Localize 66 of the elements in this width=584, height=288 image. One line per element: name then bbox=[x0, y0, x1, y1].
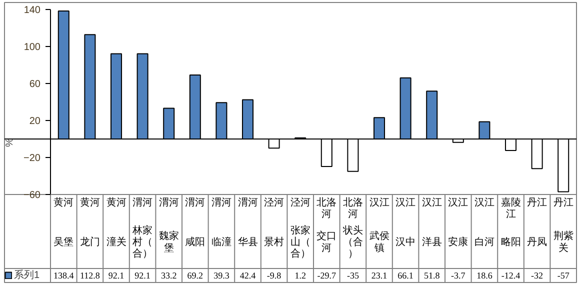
text: 渭河 bbox=[238, 196, 258, 208]
data-label: -29.7 bbox=[317, 270, 337, 280]
data-label: 1.2 bbox=[294, 270, 306, 280]
data-label: 92.1 bbox=[108, 270, 124, 280]
text: 北洛河 bbox=[316, 196, 337, 220]
legend-label: 系列1 bbox=[14, 268, 40, 282]
text: 黄河 bbox=[106, 196, 126, 208]
x-tick-label: 咸阳 bbox=[185, 236, 206, 248]
text: 汉江 bbox=[422, 196, 442, 208]
text: 泾河 bbox=[264, 196, 284, 208]
x-tick-label: 状头（合） bbox=[342, 224, 363, 260]
x-tick-label: 白河 bbox=[474, 236, 494, 248]
x-tick-label: 林家村（合） bbox=[132, 224, 153, 260]
text: 黄河 bbox=[54, 196, 74, 208]
x-tick-label: 魏家堡 bbox=[158, 230, 179, 254]
text: 渭河 bbox=[211, 196, 232, 208]
text: 黄河 bbox=[80, 196, 100, 208]
text: 渭河 bbox=[158, 196, 179, 208]
x-tick-label: 安康 bbox=[448, 236, 468, 248]
data-label: -57 bbox=[557, 270, 570, 280]
data-label: 66.1 bbox=[398, 270, 414, 280]
x-tick-label: 洋县 bbox=[422, 236, 442, 248]
data-label: -9.8 bbox=[266, 270, 282, 280]
y-tick-label: 140 bbox=[24, 5, 41, 16]
x-tick-label: 潼关 bbox=[106, 236, 126, 248]
data-label: 138.4 bbox=[54, 270, 74, 280]
data-label: 69.2 bbox=[187, 270, 204, 280]
data-label: 33.2 bbox=[160, 270, 177, 280]
text: 汉江 bbox=[396, 196, 416, 208]
x-tick-label: 临潼 bbox=[211, 236, 232, 248]
data-label: -35 bbox=[346, 270, 360, 280]
text: 渭河 bbox=[185, 196, 206, 208]
x-tick-label: 武侯镇 bbox=[369, 230, 390, 254]
data-label: 92.1 bbox=[134, 270, 150, 280]
x-tick-label: 景村 bbox=[264, 236, 284, 248]
y-tick-label: 100 bbox=[24, 42, 41, 53]
x-tick-label: 汉中 bbox=[396, 236, 416, 248]
x-tick-label: 张家山（合） bbox=[290, 224, 310, 260]
text: 汉江 bbox=[448, 196, 468, 208]
text: 渭河 bbox=[132, 196, 153, 208]
text: 嘉陵江 bbox=[500, 196, 521, 220]
text: 丹江 bbox=[527, 196, 548, 208]
y-tick-label: 20 bbox=[29, 116, 41, 127]
text: 汉江 bbox=[369, 196, 390, 208]
y-tick-label: −20 bbox=[24, 153, 41, 164]
data-label: 23.1 bbox=[371, 270, 388, 280]
data-label: 42.4 bbox=[240, 270, 256, 280]
text: 泾河 bbox=[290, 196, 310, 208]
x-tick-label: 略阳 bbox=[500, 237, 521, 248]
text: 丹江 bbox=[553, 196, 574, 208]
data-label: 112.8 bbox=[80, 270, 100, 280]
data-label: -12.4 bbox=[501, 270, 521, 280]
x-tick-label: 龙门 bbox=[80, 236, 100, 248]
data-label: 51.8 bbox=[424, 270, 440, 280]
x-tick-label: 荆紫关 bbox=[553, 230, 574, 254]
y-tick-label: 60 bbox=[29, 79, 41, 90]
x-tick-label: 吴堡 bbox=[54, 237, 74, 248]
data-label: -3.7 bbox=[451, 270, 466, 280]
x-tick-label: 华县 bbox=[238, 236, 258, 248]
text: 北洛河 bbox=[342, 196, 363, 220]
x-tick-label: 丹凤 bbox=[527, 237, 548, 248]
data-label: 39.3 bbox=[214, 270, 230, 280]
text: 汉江 bbox=[474, 196, 494, 208]
data-label: -32 bbox=[531, 270, 544, 280]
x-tick-label: 交口河 bbox=[316, 230, 337, 254]
data-label: 18.6 bbox=[476, 270, 493, 280]
